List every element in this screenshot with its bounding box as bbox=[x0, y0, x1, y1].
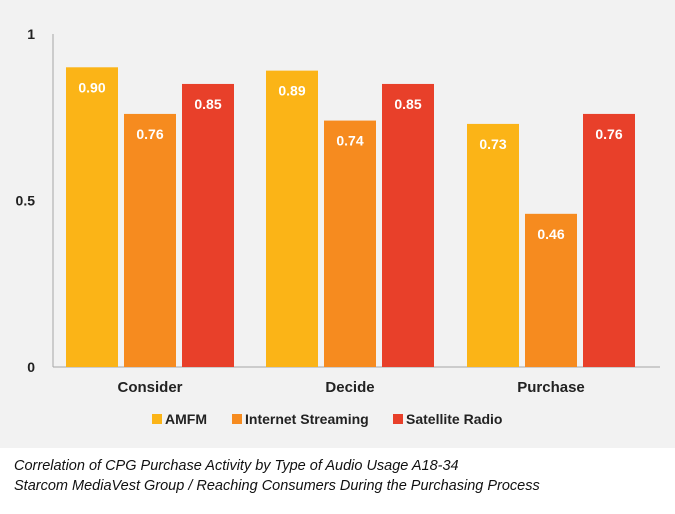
bar-purchase-internet-streaming bbox=[525, 213, 577, 367]
legend-swatch-amfm bbox=[152, 414, 162, 424]
y-tick-label: 1 bbox=[27, 26, 35, 42]
bar-consider-satellite-radio bbox=[182, 83, 234, 367]
bar-decide-internet-streaming bbox=[324, 120, 376, 367]
bar-value-label: 0.76 bbox=[136, 126, 163, 142]
legend-swatch-satellite-radio bbox=[393, 414, 403, 424]
bar-decide-amfm bbox=[266, 70, 318, 367]
bar-value-label: 0.85 bbox=[394, 96, 421, 112]
bar-value-label: 0.73 bbox=[479, 136, 506, 152]
bar-value-label: 0.74 bbox=[336, 133, 363, 149]
caption-line-2: Starcom MediaVest Group / Reaching Consu… bbox=[14, 478, 540, 494]
bar-consider-amfm bbox=[66, 67, 118, 368]
x-category-label: Purchase bbox=[517, 379, 585, 396]
bar-value-label: 0.76 bbox=[595, 126, 622, 142]
legend-label: Satellite Radio bbox=[406, 411, 502, 427]
x-category-label: Decide bbox=[325, 379, 374, 396]
bar-value-label: 0.90 bbox=[78, 79, 105, 95]
bar-purchase-amfm bbox=[467, 123, 519, 367]
legend-swatch-internet-streaming bbox=[232, 414, 242, 424]
bar-chart: 0 0.5 1 0.90 0.76 0.85 Consider 0.89 0.74 0.85 Dec… bbox=[16, 26, 660, 427]
caption: Correlation of CPG Purchase Activity by … bbox=[14, 456, 664, 496]
bar-consider-internet-streaming bbox=[124, 113, 176, 367]
bar-value-label: 0.46 bbox=[537, 226, 564, 242]
x-category-label: Consider bbox=[117, 379, 182, 396]
bar-value-label: 0.89 bbox=[278, 83, 305, 99]
bar-value-label: 0.85 bbox=[194, 96, 221, 112]
y-tick-label: 0 bbox=[27, 359, 35, 375]
legend-label: AMFM bbox=[165, 411, 207, 427]
legend-label: Internet Streaming bbox=[245, 411, 369, 427]
bar-purchase-satellite-radio bbox=[583, 113, 635, 367]
chart-panel: 0 0.5 1 0.90 0.76 0.85 Consider 0.89 0.74 0.85 Dec… bbox=[0, 0, 675, 448]
bar-decide-satellite-radio bbox=[382, 83, 434, 367]
y-tick-label: 0.5 bbox=[16, 193, 36, 209]
caption-line-1: Correlation of CPG Purchase Activity by … bbox=[14, 458, 459, 474]
